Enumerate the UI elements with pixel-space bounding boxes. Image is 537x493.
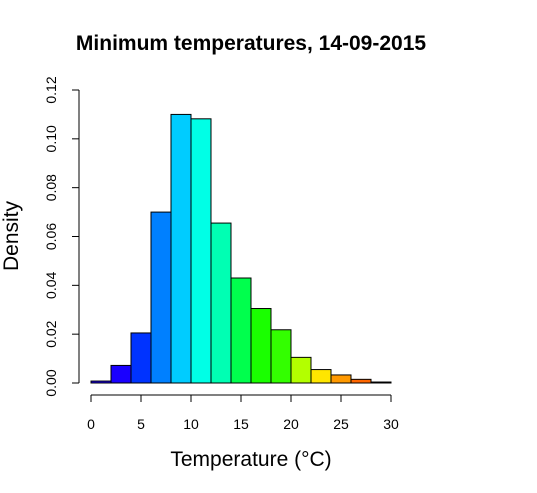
y-tick-label-0: 0.00 <box>43 369 59 396</box>
y-tick-label-4: 0.08 <box>43 174 59 201</box>
chart-title: Minimum temperatures, 14-09-2015 <box>76 32 426 55</box>
y-tick-label-5: 0.10 <box>43 125 59 152</box>
y-tick-label-1: 0.02 <box>43 320 59 347</box>
x-axis-label: Temperature (°C) <box>170 448 331 471</box>
y-tick-label-6: 0.12 <box>43 76 59 103</box>
x-tick-label-1: 5 <box>137 416 145 432</box>
y-tick-label-3: 0.06 <box>43 223 59 250</box>
histogram-bar-6 <box>210 222 232 384</box>
x-tick-label-2: 10 <box>183 416 199 432</box>
histogram-bar-14 <box>370 381 392 384</box>
bars-group <box>90 113 392 384</box>
histogram-bar-9 <box>270 329 292 384</box>
histogram-bar-13 <box>350 378 372 384</box>
y-axis-ticks: 0.00 0.02 0.04 0.06 0.08 0.10 0.12 <box>43 76 79 397</box>
histogram-bar-0 <box>90 380 112 384</box>
histogram-bar-4 <box>170 113 192 384</box>
x-tick-label-3: 15 <box>233 416 249 432</box>
x-axis-ticks: 0 5 10 15 20 25 30 <box>87 395 399 432</box>
x-tick-label-0: 0 <box>87 416 95 432</box>
y-axis-label: Density <box>0 200 23 271</box>
x-tick-label-6: 30 <box>383 416 399 432</box>
x-tick-label-5: 25 <box>333 416 349 432</box>
x-tick-label-4: 20 <box>283 416 299 432</box>
histogram-bar-12 <box>330 374 352 384</box>
y-tick-label-2: 0.04 <box>43 271 59 298</box>
histogram-bar-11 <box>310 369 332 384</box>
histogram-bar-10 <box>290 356 312 384</box>
histogram-bar-1 <box>110 364 132 384</box>
histogram-bar-5 <box>190 118 212 384</box>
histogram-bar-7 <box>230 277 252 384</box>
histogram-bar-3 <box>150 211 172 384</box>
histogram-bar-2 <box>130 332 152 384</box>
histogram-bar-8 <box>250 308 272 384</box>
